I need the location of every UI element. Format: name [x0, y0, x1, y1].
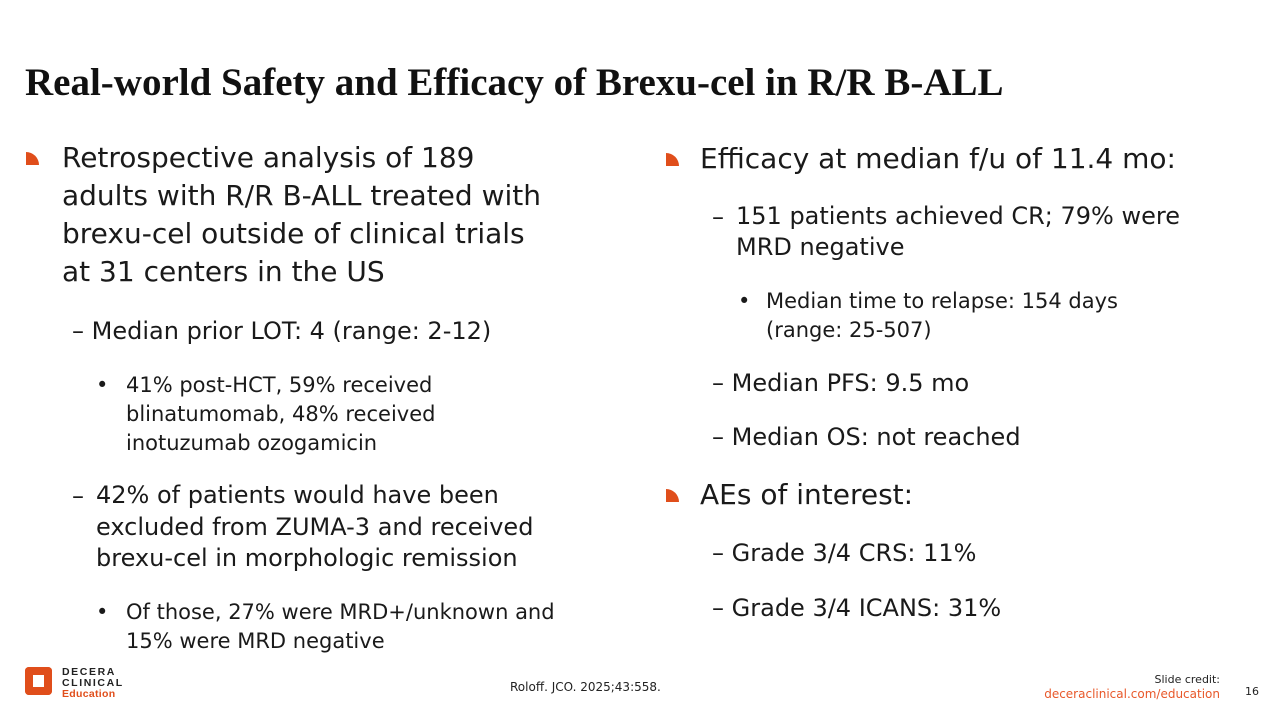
- text-line: Retrospective analysis of 189: [62, 141, 475, 174]
- page-number: 16: [1245, 685, 1259, 698]
- dash: –: [72, 482, 84, 510]
- bullet-aes: AEs of interest:: [700, 478, 914, 511]
- text-line: Median PFS: 9.5 mo: [731, 369, 970, 397]
- text-line: 15% were MRD negative: [126, 629, 385, 653]
- dot-bullet: •: [96, 373, 109, 397]
- text-line: blinatumomab, 48% received: [126, 402, 436, 426]
- sub-bullet-os: – Median OS: not reached: [712, 423, 1021, 451]
- slide-credit: Slide credit: deceraclinical.com/educati…: [1044, 673, 1220, 701]
- text-line: brexu-cel in morphologic remission: [96, 544, 518, 572]
- logo-line: Education: [62, 688, 116, 700]
- citation: Roloff. JCO. 2025;43:558.: [510, 680, 661, 694]
- sub-sub-bullet-prior-therapies: 41% post-HCT, 59% received blinatumomab,…: [126, 371, 435, 458]
- sub-bullet-crs: – Grade 3/4 CRS: 11%: [712, 539, 977, 567]
- text-line: 41% post-HCT, 59% received: [126, 373, 433, 397]
- text-line: Median OS: not reached: [731, 423, 1021, 451]
- text-line: (range: 25-507): [766, 318, 932, 342]
- text-line: at 31 centers in the US: [62, 255, 385, 288]
- bullet-efficacy: Efficacy at median f/u of 11.4 mo:: [700, 142, 1176, 175]
- slide-title: Real-world Safety and Efficacy of Brexu-…: [25, 61, 1004, 104]
- text-line: adults with R/R B-ALL treated with: [62, 179, 541, 212]
- decera-logo-text: DECERA CLINICAL Education: [62, 667, 124, 700]
- credit-label: Slide credit:: [1154, 673, 1221, 686]
- sub-sub-bullet-relapse: Median time to relapse: 154 days (range:…: [766, 287, 1118, 345]
- dot-bullet: •: [738, 289, 751, 313]
- logo-line: DECERA: [62, 666, 116, 678]
- dot-bullet: •: [96, 600, 109, 624]
- sub-bullet-cr: 151 patients achieved CR; 79% were MRD n…: [736, 201, 1180, 263]
- text-line: Median prior LOT: 4 (range: 2-12): [91, 317, 492, 345]
- credit-link[interactable]: deceraclinical.com/education: [1044, 687, 1220, 701]
- text-line: 151 patients achieved CR; 79% were: [736, 202, 1180, 230]
- text-line: Grade 3/4 ICANS: 31%: [731, 594, 1002, 622]
- sub-bullet-icans: – Grade 3/4 ICANS: 31%: [712, 594, 1002, 622]
- bullet-icon: [26, 152, 39, 165]
- bullet-retrospective: Retrospective analysis of 189 adults wit…: [62, 139, 541, 291]
- text-line: Grade 3/4 CRS: 11%: [731, 539, 977, 567]
- text-line: inotuzumab ozogamicin: [126, 431, 378, 455]
- text-line: Of those, 27% were MRD+/unknown and: [126, 600, 555, 624]
- logo-line: CLINICAL: [62, 677, 124, 689]
- dash: –: [712, 203, 724, 231]
- sub-sub-bullet-mrd: Of those, 27% were MRD+/unknown and 15% …: [126, 598, 555, 656]
- bullet-icon: [666, 489, 679, 502]
- text-line: excluded from ZUMA-3 and received: [96, 512, 534, 541]
- text-line: 42% of patients would have been: [96, 481, 499, 509]
- decera-logo-icon: [25, 667, 52, 695]
- text-line: brexu-cel outside of clinical trials: [62, 217, 525, 250]
- sub-bullet-excluded: 42% of patients would have been excluded…: [96, 480, 533, 575]
- text-line: Median time to relapse: 154 days: [766, 289, 1118, 313]
- sub-bullet-prior-lot: – Median prior LOT: 4 (range: 2-12): [72, 317, 492, 345]
- text-line: MRD negative: [736, 233, 905, 261]
- bullet-icon: [666, 153, 679, 166]
- sub-bullet-pfs: – Median PFS: 9.5 mo: [712, 369, 970, 397]
